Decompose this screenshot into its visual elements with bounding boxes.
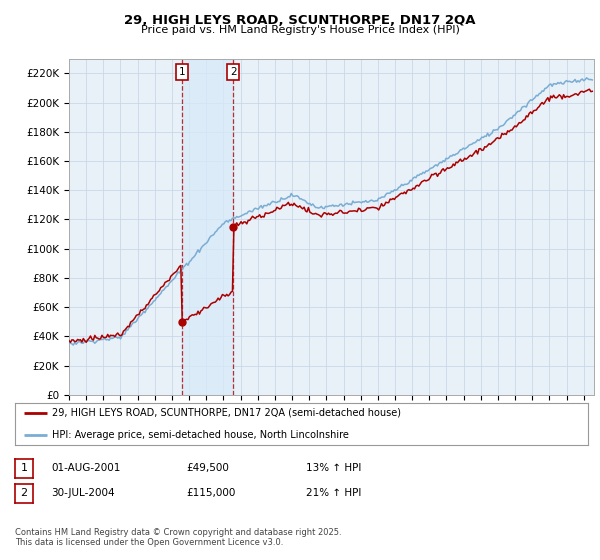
Text: Contains HM Land Registry data © Crown copyright and database right 2025.
This d: Contains HM Land Registry data © Crown c… [15,528,341,547]
Text: £115,000: £115,000 [186,488,235,498]
Bar [182,59,233,395]
Text: Price paid vs. HM Land Registry's House Price Index (HPI): Price paid vs. HM Land Registry's House … [140,25,460,35]
Text: 01-AUG-2001: 01-AUG-2001 [51,463,121,473]
Text: 1: 1 [20,463,28,473]
Text: 1: 1 [179,67,185,77]
Text: 13% ↑ HPI: 13% ↑ HPI [306,463,361,473]
Text: HPI: Average price, semi-detached house, North Lincolnshire: HPI: Average price, semi-detached house,… [52,430,349,440]
Text: 2: 2 [20,488,28,498]
Text: 30-JUL-2004: 30-JUL-2004 [51,488,115,498]
Text: £49,500: £49,500 [186,463,229,473]
Text: 29, HIGH LEYS ROAD, SCUNTHORPE, DN17 2QA (semi-detached house): 29, HIGH LEYS ROAD, SCUNTHORPE, DN17 2QA… [52,408,401,418]
Text: 29, HIGH LEYS ROAD, SCUNTHORPE, DN17 2QA: 29, HIGH LEYS ROAD, SCUNTHORPE, DN17 2QA [124,14,476,27]
Text: 21% ↑ HPI: 21% ↑ HPI [306,488,361,498]
Text: 2: 2 [230,67,236,77]
